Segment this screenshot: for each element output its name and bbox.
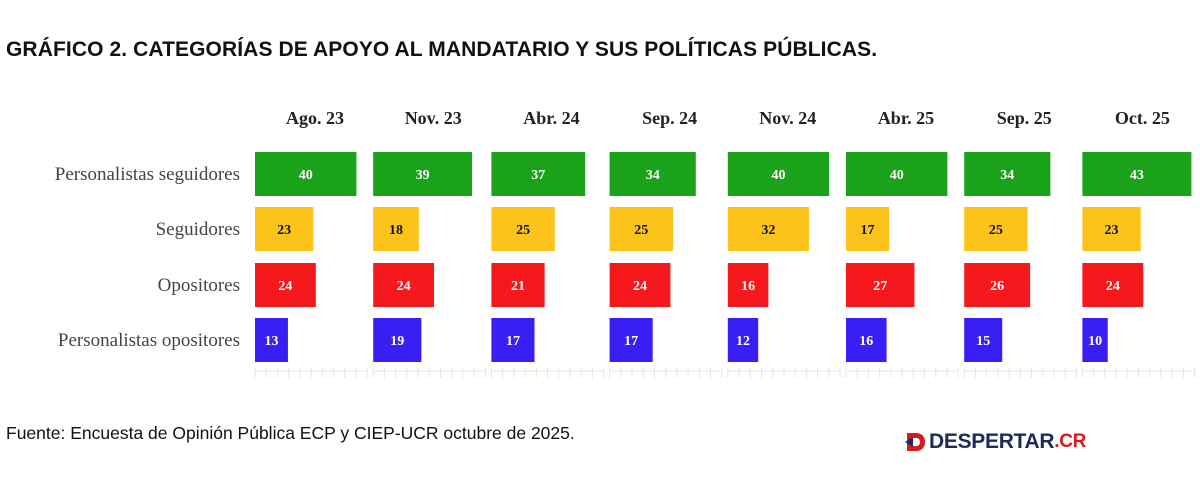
bar xyxy=(255,207,314,251)
panel-label: Sep. 24 xyxy=(642,108,697,128)
bar-value-label: 16 xyxy=(741,279,755,294)
bar xyxy=(255,152,357,196)
bar-value-label: 25 xyxy=(516,223,530,238)
chart-title: GRÁFICO 2. CATEGORÍAS DE APOYO AL MANDAT… xyxy=(6,38,878,61)
bar-value-label: 17 xyxy=(624,334,638,349)
row-label: Personalistas seguidores xyxy=(55,164,240,185)
panel-label: Ago. 23 xyxy=(286,108,344,128)
bar xyxy=(727,207,809,251)
bar-value-label: 12 xyxy=(736,334,750,349)
bar xyxy=(846,207,890,251)
bar xyxy=(964,318,1003,362)
panel-label: Nov. 23 xyxy=(405,108,462,128)
bar xyxy=(727,263,769,307)
bar xyxy=(964,207,1028,251)
bar xyxy=(491,318,535,362)
bar-value-label: 37 xyxy=(531,168,545,183)
row-label: Opositores xyxy=(158,275,240,296)
bar-value-label: 19 xyxy=(390,334,404,349)
logo-tld: .CR xyxy=(1054,431,1087,452)
bar xyxy=(846,263,915,307)
bar xyxy=(373,263,435,307)
bar-value-label: 40 xyxy=(771,168,785,183)
bar-value-label: 25 xyxy=(634,223,648,238)
bars: 40 23 24 13 39 18 24 19 37 25 21 17 34 25 24 17 40 32 16 12… xyxy=(255,152,1192,362)
bar xyxy=(609,207,673,251)
bar xyxy=(255,318,288,362)
row-label: Personalistas opositores xyxy=(58,330,240,351)
bar xyxy=(846,318,887,362)
despertar-logo-icon xyxy=(905,433,925,451)
bar-value-label: 32 xyxy=(761,223,775,238)
bar-value-label: 34 xyxy=(1000,168,1014,183)
bar-value-label: 21 xyxy=(511,279,525,294)
bar xyxy=(609,263,671,307)
bar-value-label: 24 xyxy=(633,279,647,294)
panel-label: Abr. 25 xyxy=(878,108,934,128)
bar xyxy=(491,263,545,307)
bar xyxy=(491,152,586,196)
panel-label: Nov. 24 xyxy=(759,108,816,128)
bar-value-label: 24 xyxy=(397,279,411,294)
bar-value-label: 17 xyxy=(506,334,520,349)
bar-value-label: 13 xyxy=(264,334,278,349)
bar xyxy=(964,263,1031,307)
bar-value-label: 39 xyxy=(416,168,430,183)
x-axis-ticks xyxy=(254,368,1196,378)
bar-value-label: 15 xyxy=(976,334,990,349)
bar-value-label: 23 xyxy=(1105,223,1119,238)
bar xyxy=(491,207,555,251)
bar xyxy=(373,318,422,362)
row-label: Seguidores xyxy=(156,219,240,240)
bar xyxy=(1082,207,1141,251)
panel-label: Oct. 25 xyxy=(1115,108,1170,128)
bar-value-label: 18 xyxy=(389,223,403,238)
bar-value-label: 40 xyxy=(299,168,313,183)
bar xyxy=(1082,318,1108,362)
panel-label: Sep. 25 xyxy=(997,108,1052,128)
bar-value-label: 23 xyxy=(277,223,291,238)
logo-name: DESPERTAR xyxy=(929,430,1055,453)
bar-value-label: 16 xyxy=(859,334,873,349)
bar xyxy=(255,263,316,307)
bar xyxy=(727,152,830,196)
source-note: Fuente: Encuesta de Opinión Pública ECP … xyxy=(6,423,575,443)
bar-value-label: 40 xyxy=(890,168,904,183)
bar-value-label: 24 xyxy=(278,279,292,294)
bar xyxy=(1082,263,1144,307)
bar xyxy=(373,152,473,196)
bar-chart: Ago. 23 Nov. 23 Abr. 24 Sep. 24 Nov. 24 Abr. … xyxy=(55,108,1196,378)
bar-value-label: 27 xyxy=(873,279,887,294)
bar xyxy=(1082,152,1192,196)
bar-value-label: 24 xyxy=(1106,279,1120,294)
bar-value-label: 43 xyxy=(1130,168,1144,183)
bar xyxy=(964,152,1051,196)
bar xyxy=(727,318,759,362)
bar xyxy=(609,152,696,196)
bar xyxy=(373,207,419,251)
bar-value-label: 25 xyxy=(989,223,1003,238)
panel-labels: Ago. 23 Nov. 23 Abr. 24 Sep. 24 Nov. 24 Abr. … xyxy=(286,108,1170,128)
bar xyxy=(609,318,653,362)
row-labels: Personalistas seguidores Seguidores Oposit… xyxy=(55,164,240,351)
brand-logo: DESPERTAR .CR xyxy=(905,428,1086,456)
bar-value-label: 26 xyxy=(990,279,1004,294)
bar-value-label: 17 xyxy=(861,223,875,238)
bar xyxy=(846,152,948,196)
bar-value-label: 34 xyxy=(646,168,660,183)
bar-value-label: 10 xyxy=(1088,334,1102,349)
panel-label: Abr. 24 xyxy=(523,108,579,128)
